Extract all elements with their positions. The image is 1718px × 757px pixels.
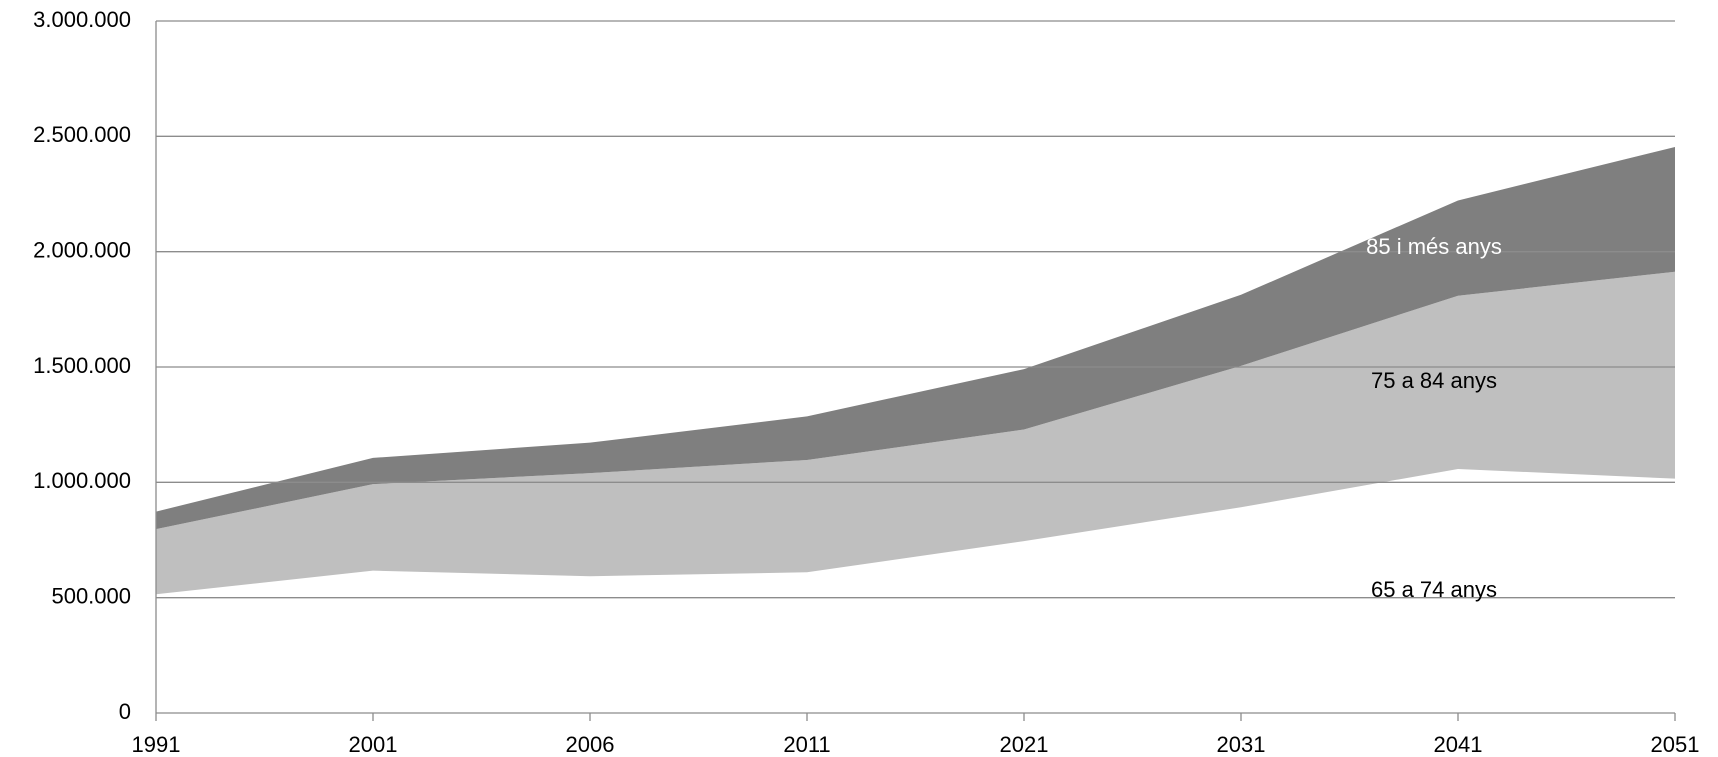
x-tick-label: 2041 — [1434, 732, 1483, 757]
x-tick-label: 2021 — [1000, 732, 1049, 757]
series-label: 75 a 84 anys — [1371, 368, 1497, 393]
x-tick-label: 2031 — [1217, 732, 1266, 757]
series-label: 85 i més anys — [1366, 234, 1502, 259]
page: 0 500.000 1.000.000 1.500.000 2.000.000 2.500… — [0, 0, 1718, 757]
x-tick-label: 2001 — [349, 732, 398, 757]
x-tick-label: 2006 — [566, 732, 615, 757]
x-tick-label: 2011 — [783, 732, 830, 757]
y-tick-label: 1.000.000 — [33, 468, 131, 493]
y-tick-label: 1.500.000 — [33, 353, 131, 378]
y-tick-label: 0 — [119, 699, 131, 724]
chart: 0 500.000 1.000.000 1.500.000 2.000.000 2.500… — [0, 0, 1718, 757]
y-tick-label: 3.000.000 — [33, 7, 131, 32]
series-label: 65 a 74 anys — [1371, 577, 1497, 602]
y-tick-label: 2.000.000 — [33, 237, 131, 262]
x-tick-label: 2051 — [1651, 732, 1700, 757]
x-tick-label: 1991 — [132, 732, 181, 757]
y-tick-label: 500.000 — [51, 583, 131, 608]
y-tick-label: 2.500.000 — [33, 122, 131, 147]
